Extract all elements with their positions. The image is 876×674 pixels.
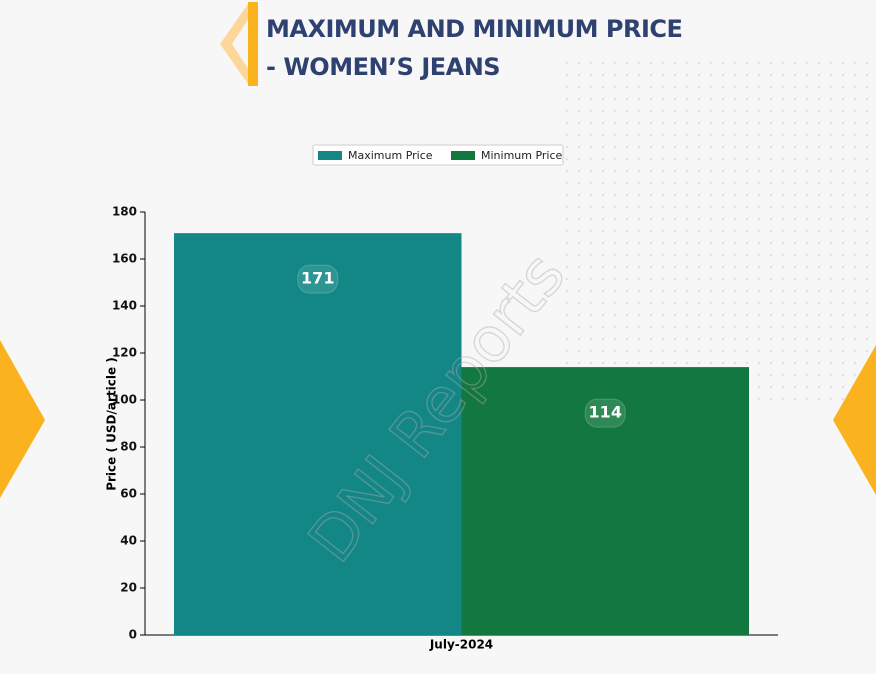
legend-box	[312, 144, 564, 166]
legend-label: Maximum Price	[348, 149, 433, 162]
value-label: 114	[589, 403, 622, 422]
dot-pattern	[560, 60, 876, 410]
y-tick-label: 160	[112, 252, 137, 266]
legend-label: Minimum Price	[481, 149, 563, 162]
y-axis-label: Price ( USD/article )	[105, 357, 119, 491]
value-label-bg	[297, 264, 339, 294]
left-chevron	[0, 340, 45, 498]
legend-swatch	[318, 151, 342, 160]
y-tick-label: 180	[112, 205, 137, 219]
value-label: 171	[301, 269, 334, 288]
title-bar	[248, 2, 258, 86]
bar	[461, 367, 749, 635]
right-chevron	[833, 345, 876, 495]
chart-title: MAXIMUM AND MINIMUM PRICE - WOMEN’S JEAN…	[266, 15, 683, 81]
y-tick-label: 40	[120, 534, 137, 548]
y-tick-label: 80	[120, 440, 137, 454]
y-tick-label: 0	[129, 628, 137, 642]
legend: Maximum Price Minimum Price	[312, 144, 564, 166]
y-tick-label: 100	[112, 393, 137, 407]
y-tick-label: 20	[120, 581, 137, 595]
y-tick-label: 120	[112, 346, 137, 360]
y-tick-label: 140	[112, 299, 137, 313]
y-tick-label: 60	[120, 487, 137, 501]
title-chevron	[220, 4, 258, 84]
x-tick-label: July-2024	[429, 638, 493, 652]
legend-swatch	[451, 151, 475, 160]
bar	[174, 233, 462, 635]
value-label-bg	[584, 398, 626, 428]
